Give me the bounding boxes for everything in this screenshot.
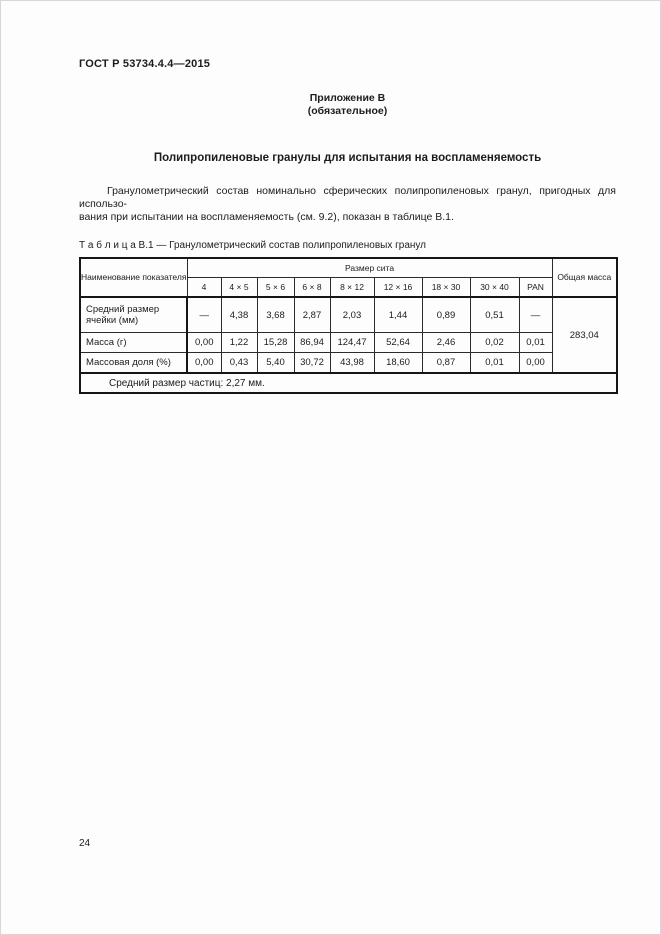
table-cell: 1,44 (373, 296, 423, 333)
table-cell: 30,72 (293, 352, 331, 374)
paragraph-line-1: Гранулометрический состав номинально сфе… (79, 185, 616, 210)
row-label: Массовая доля (%) (79, 352, 188, 374)
table-cell: 0,01 (518, 332, 553, 353)
granulometry-table: Наименование показателя Размер сита Обща… (79, 257, 619, 394)
table-cell: 0,89 (421, 296, 471, 333)
table-cell: 0,00 (186, 332, 222, 353)
sieve-size-header: 8 × 12 (329, 277, 375, 298)
table-cell: 15,28 (256, 332, 295, 353)
page-content: ГОСТ Р 53734.4.4—2015 Приложение В (обяз… (79, 1, 619, 394)
row-label: Средний размер ячейки (мм) (79, 296, 188, 333)
table-cell: 0,02 (469, 332, 520, 353)
annex-heading: Приложение В (обязательное) (79, 92, 616, 118)
column-group-header-sieve-size: Размер сита (186, 257, 553, 278)
table-header-row-2: 4 4 × 5 5 × 6 6 × 8 8 × 12 12 × 16 18 × … (80, 277, 617, 298)
table-cell: 1,22 (220, 332, 258, 353)
table-cell: 2,03 (329, 296, 375, 333)
table-cell: 3,68 (256, 296, 295, 333)
table-cell: 124,47 (329, 332, 375, 353)
sieve-size-header: 5 × 6 (256, 277, 295, 298)
table-cell: 0,43 (220, 352, 258, 374)
table-cell: 43,98 (329, 352, 375, 374)
table-cell: 86,94 (293, 332, 331, 353)
row-label: Масса (г) (79, 332, 188, 353)
table-cell: — (186, 296, 222, 333)
table-cell: 2,46 (421, 332, 471, 353)
sieve-size-header: 4 × 5 (220, 277, 258, 298)
sieve-size-header: PAN (518, 277, 553, 298)
table-cell: 0,00 (518, 352, 553, 374)
doc-number: ГОСТ Р 53734.4.4—2015 (79, 58, 211, 70)
table-cell: 4,38 (220, 296, 258, 333)
page-number: 24 (79, 838, 91, 849)
table-cell: 0,01 (469, 352, 520, 374)
table-cell: 2,87 (293, 296, 331, 333)
body-paragraph: Гранулометрический состав номинально сфе… (79, 185, 616, 224)
table-caption: Т а б л и ц а В.1 — Гранулометрический с… (79, 240, 427, 251)
section-title: Полипропиленовые гранулы для испытания н… (153, 152, 542, 164)
table-header-row-1: Наименование показателя Размер сита Обща… (79, 257, 618, 298)
table-row-mass: Масса (г) 0,00 1,22 15,28 86,94 124,47 5… (79, 332, 617, 353)
table-footnote-row: Средний размер частиц: 2,27 мм. (79, 372, 618, 394)
sieve-size-header: 30 × 40 (469, 277, 520, 298)
table-cell: 52,64 (373, 332, 423, 353)
column-header-indicator-name: Наименование показателя (79, 257, 188, 298)
annex-title: Приложение В (309, 92, 386, 104)
sieve-size-header: 18 × 30 (421, 277, 471, 298)
sieve-size-header: 6 × 8 (293, 277, 331, 298)
table-cell: 0,87 (421, 352, 471, 374)
table-cell: 5,40 (256, 352, 295, 374)
paragraph-line-2: вания при испытании на воспламеняемость … (79, 211, 454, 223)
table-row-mass-fraction: Массовая доля (%) 0,00 0,43 5,40 30,72 4… (79, 352, 617, 374)
table-cell: 0,51 (469, 296, 520, 333)
total-mass-value: 283,04 (551, 296, 618, 374)
table-cell: 18,60 (373, 352, 423, 374)
table-cell: 0,00 (186, 352, 222, 374)
sieve-size-header: 4 (186, 277, 222, 298)
table-footnote: Средний размер частиц: 2,27 мм. (79, 372, 618, 394)
table-row-mean-cell-size: Средний размер ячейки (мм) — 4,38 3,68 2… (79, 296, 618, 374)
table-cell: — (518, 296, 553, 333)
sieve-size-header: 12 × 16 (373, 277, 423, 298)
annex-subtitle: (обязательное) (307, 105, 388, 117)
column-header-total-mass: Общая масса (551, 257, 618, 298)
